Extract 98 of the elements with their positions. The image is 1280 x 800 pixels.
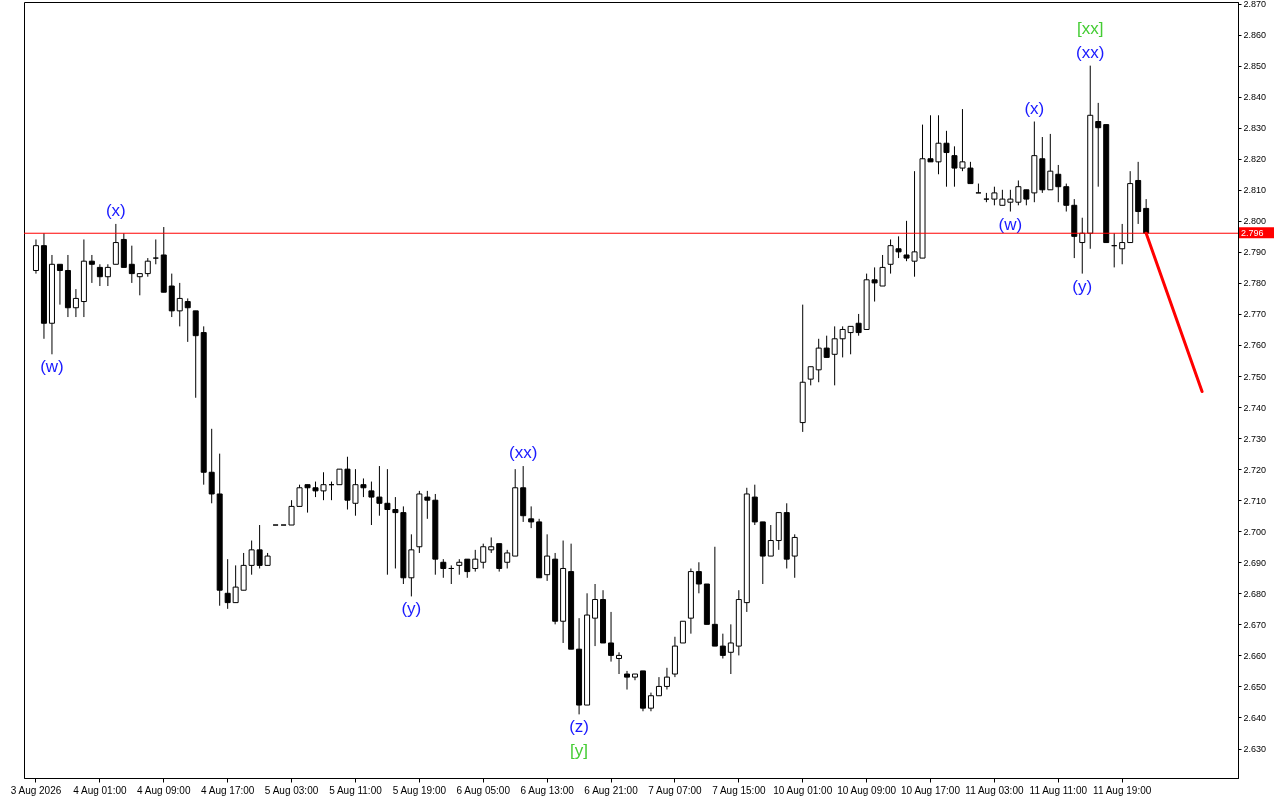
ref-line-label: 2.796 bbox=[1241, 228, 1264, 239]
candlestick bbox=[176, 282, 183, 327]
x-tick-label: 7 Aug 15:00 bbox=[712, 784, 766, 796]
y-tick-label: 2.640 bbox=[1243, 712, 1267, 723]
candlestick bbox=[128, 245, 135, 284]
candlestick bbox=[711, 546, 718, 647]
x-tick-label: 10 Aug 09:00 bbox=[837, 784, 897, 796]
x-tick-label: 5 Aug 19:00 bbox=[392, 784, 447, 796]
y-tick-label: 2.860 bbox=[1243, 30, 1267, 41]
candlestick bbox=[624, 670, 631, 691]
x-tick-label: 5 Aug 03:00 bbox=[264, 784, 319, 796]
y-tick-label: 2.690 bbox=[1243, 557, 1267, 568]
text: (y) bbox=[401, 599, 422, 619]
candlestick bbox=[464, 558, 471, 579]
candlestick bbox=[1119, 223, 1126, 265]
text: (x) bbox=[1024, 98, 1045, 118]
y-tick-label: 2.750 bbox=[1243, 371, 1267, 382]
y-tick-label: 2.650 bbox=[1243, 681, 1267, 692]
x-tick-label: 10 Aug 17:00 bbox=[901, 784, 961, 796]
y-tick-label: 2.870 bbox=[1243, 0, 1267, 10]
candlestick bbox=[88, 254, 95, 284]
candlestick bbox=[767, 524, 774, 557]
y-tick-label: 2.780 bbox=[1243, 278, 1267, 289]
y-tick-label: 2.760 bbox=[1243, 340, 1267, 351]
y-tick-label: 2.770 bbox=[1243, 309, 1267, 320]
candlestick bbox=[695, 561, 702, 594]
y-tick-label: 2.800 bbox=[1243, 216, 1267, 227]
candlestick bbox=[807, 366, 814, 386]
text: [xx] (xx) bbox=[1076, 18, 1105, 62]
y-tick-label: 2.680 bbox=[1243, 588, 1267, 599]
candlestick bbox=[608, 611, 615, 663]
y-tick-label: 2.660 bbox=[1243, 650, 1267, 661]
x-tick-label: 5 Aug 11:00 bbox=[329, 784, 383, 796]
text: (xx) bbox=[509, 443, 538, 463]
x-tick-label: 7 Aug 07:00 bbox=[648, 784, 703, 796]
candlestick bbox=[655, 676, 662, 697]
candlestick bbox=[616, 651, 623, 675]
candlestick bbox=[224, 558, 231, 610]
y-tick-label: 2.710 bbox=[1243, 495, 1267, 506]
x-tick-label: 4 Aug 17:00 bbox=[200, 784, 255, 796]
x-tick-label: 6 Aug 13:00 bbox=[520, 784, 575, 796]
candlestick bbox=[1047, 133, 1054, 191]
x-tick-label: 11 Aug 11:00 bbox=[1029, 784, 1088, 796]
candlestick bbox=[152, 238, 159, 265]
candlestick bbox=[112, 223, 119, 265]
candlestick bbox=[424, 490, 431, 520]
y-tick-label: 2.810 bbox=[1243, 185, 1267, 196]
y-tick-label: 2.840 bbox=[1243, 92, 1267, 103]
candlestick bbox=[663, 667, 670, 691]
x-tick-label: 10 Aug 01:00 bbox=[773, 784, 833, 796]
candlestick bbox=[544, 533, 551, 582]
x-tick-label: 6 Aug 05:00 bbox=[456, 784, 511, 796]
candlestick bbox=[791, 533, 798, 579]
text: (w) bbox=[40, 357, 64, 377]
candlestick bbox=[96, 263, 103, 287]
candlestick bbox=[472, 549, 479, 573]
y-tick-label: 2.820 bbox=[1243, 154, 1267, 165]
candlestick bbox=[528, 505, 535, 529]
candlestick bbox=[56, 263, 63, 306]
candlestick bbox=[136, 273, 143, 296]
text: (w) bbox=[998, 214, 1023, 234]
x-tick-label: 11 Aug 03:00 bbox=[965, 784, 1024, 796]
candlestick bbox=[647, 692, 654, 712]
candlestick bbox=[208, 428, 215, 504]
text: (x) bbox=[105, 200, 126, 220]
y-tick-label: 2.700 bbox=[1243, 526, 1267, 537]
candlestick bbox=[815, 338, 822, 383]
y-tick-label: 2.670 bbox=[1243, 619, 1267, 630]
candlestick bbox=[480, 543, 487, 569]
text: (y) bbox=[1072, 276, 1093, 296]
candlestick bbox=[72, 288, 79, 318]
candlestick bbox=[144, 257, 151, 278]
candlestick bbox=[592, 583, 599, 647]
candlestick bbox=[727, 623, 734, 675]
candlestick bbox=[1055, 164, 1062, 203]
y-tick-label: 2.740 bbox=[1243, 402, 1267, 413]
candlestick bbox=[104, 263, 111, 287]
y-tick-label: 2.790 bbox=[1243, 247, 1267, 258]
candlestick bbox=[719, 633, 726, 659]
candlestick bbox=[679, 620, 686, 644]
y-tick-label: 2.830 bbox=[1243, 123, 1267, 134]
y-tick-label: 2.850 bbox=[1243, 61, 1267, 72]
text: (z) [y] bbox=[569, 717, 589, 761]
x-tick-label: 4 Aug 01:00 bbox=[73, 784, 127, 796]
x-tick-label: 6 Aug 21:00 bbox=[584, 784, 639, 796]
candlestick bbox=[504, 549, 511, 569]
candlestick bbox=[1095, 102, 1102, 188]
y-tick-label: 2.730 bbox=[1243, 433, 1267, 444]
candlestick bbox=[823, 335, 830, 358]
x-tick-label: 11 Aug 19:00 bbox=[1093, 784, 1152, 796]
candlestick bbox=[1063, 183, 1070, 213]
x-tick-label: 4 Aug 09:00 bbox=[137, 784, 191, 796]
candlestick bbox=[184, 297, 191, 343]
y-tick-label: 2.720 bbox=[1243, 464, 1267, 475]
candlestick bbox=[440, 558, 447, 579]
candlestick bbox=[831, 325, 838, 386]
y-tick-label: 2.630 bbox=[1243, 744, 1267, 755]
x-tick-label: 3 Aug 2026 bbox=[10, 784, 62, 796]
